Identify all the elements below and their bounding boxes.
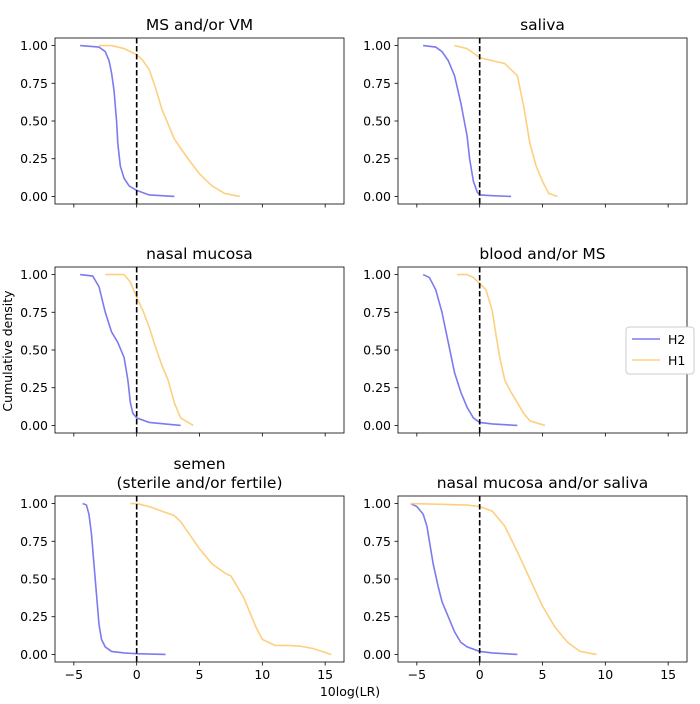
panel-1-plot-area bbox=[80, 38, 240, 204]
x-axis-label: 10log(LR) bbox=[320, 684, 380, 699]
panel-2-plot-area bbox=[423, 38, 558, 204]
y-tick-label: 0.50 bbox=[363, 343, 391, 358]
y-tick-label: 0.25 bbox=[20, 151, 48, 166]
x-tick-label: 5 bbox=[196, 667, 204, 682]
y-tick-label: 0.50 bbox=[20, 114, 48, 129]
y-tick-label: 0.75 bbox=[363, 305, 391, 320]
x-tick-label: −5 bbox=[65, 667, 83, 682]
y-tick-label: 1.00 bbox=[20, 496, 48, 511]
panel-title: saliva bbox=[520, 16, 565, 34]
panel-title: MS and/or VM bbox=[146, 16, 253, 34]
x-tick-label: 15 bbox=[660, 667, 676, 682]
series-line-h1 bbox=[98, 44, 240, 198]
panel-title: semen bbox=[173, 455, 225, 473]
panel-6: 0.00 0.25 0.50 0.75 1.00 −5 0 5 10 15 nasal mucosa… bbox=[363, 474, 688, 682]
y-tick-label: 0.75 bbox=[363, 534, 391, 549]
y-tick-label: 0.75 bbox=[20, 305, 48, 320]
x-tick-label: −5 bbox=[408, 667, 426, 682]
y-tick-label: 0.00 bbox=[20, 418, 48, 433]
y-tick-label: 0.00 bbox=[363, 647, 391, 662]
series-line-h2 bbox=[422, 273, 518, 427]
legend-label-h1: H1 bbox=[668, 353, 685, 368]
y-tick-label: 1.00 bbox=[20, 38, 48, 53]
x-tick-label: 10 bbox=[597, 667, 613, 682]
y-tick-label: 0.00 bbox=[363, 418, 391, 433]
series-line-h2 bbox=[80, 273, 181, 427]
panel-3: 0.00 0.25 0.50 0.75 1.00 nasal mucosa bbox=[20, 245, 345, 437]
x-tick-label: 10 bbox=[254, 667, 270, 682]
y-tick-label: 0.75 bbox=[20, 534, 48, 549]
panel-1: 0.00 0.25 0.50 0.75 1.00 MS and/or VM bbox=[20, 16, 345, 208]
y-tick-label: 0.25 bbox=[363, 380, 391, 395]
panel-4-plot-area bbox=[422, 267, 546, 433]
y-tick-label: 0.75 bbox=[20, 76, 48, 91]
panel-6-plot-area bbox=[410, 496, 597, 662]
panel-2: 0.00 0.25 0.50 0.75 1.00 saliva bbox=[363, 16, 688, 208]
y-tick-label: 0.50 bbox=[363, 114, 391, 129]
panel-frame bbox=[54, 266, 345, 434]
y-tick-label: 0.00 bbox=[363, 189, 391, 204]
series-line-h1 bbox=[454, 44, 558, 198]
series-line-h2 bbox=[423, 44, 512, 198]
x-tick-label: 5 bbox=[539, 667, 547, 682]
panel-title: nasal mucosa bbox=[146, 245, 253, 263]
y-tick-label: 0.25 bbox=[363, 609, 391, 624]
y-tick-label: 0.00 bbox=[20, 189, 48, 204]
panel-title: blood and/or MS bbox=[479, 245, 605, 263]
series-line-h1 bbox=[105, 273, 194, 427]
y-tick-label: 0.50 bbox=[20, 572, 48, 587]
panel-3-plot-area bbox=[80, 267, 194, 433]
series-line-h1 bbox=[130, 502, 332, 656]
y-tick-label: 0.50 bbox=[20, 343, 48, 358]
panel-title: nasal mucosa and/or saliva bbox=[437, 474, 649, 492]
panel-frame bbox=[54, 37, 345, 205]
y-tick-label: 1.00 bbox=[20, 267, 48, 282]
y-tick-label: 1.00 bbox=[363, 267, 391, 282]
panel-4: 0.00 0.25 0.50 0.75 1.00 blood and/or MS bbox=[363, 245, 688, 437]
panel-5: 0.00 0.25 0.50 0.75 1.00 −5 0 5 10 15 semen(steril… bbox=[20, 455, 345, 682]
series-line-h2 bbox=[410, 502, 518, 656]
legend-label-h2: H2 bbox=[668, 332, 685, 347]
series-line-h1 bbox=[457, 273, 546, 427]
y-tick-label: 0.25 bbox=[20, 380, 48, 395]
series-line-h2 bbox=[80, 44, 175, 198]
y-tick-label: 0.25 bbox=[20, 609, 48, 624]
panel-frame bbox=[54, 495, 345, 663]
panels-group: 0.00 0.25 0.50 0.75 1.00 MS and/or VM 0.00 0.25… bbox=[20, 16, 688, 682]
legend: H2 H1 bbox=[625, 326, 695, 375]
y-tick-label: 0.75 bbox=[363, 76, 391, 91]
y-tick-label: 1.00 bbox=[363, 38, 391, 53]
x-tick-label: 0 bbox=[476, 667, 484, 682]
series-line-h1 bbox=[410, 502, 597, 656]
x-tick-label: 15 bbox=[317, 667, 333, 682]
y-tick-label: 0.00 bbox=[20, 647, 48, 662]
panel-frame bbox=[397, 495, 688, 663]
panel-frame bbox=[397, 37, 688, 205]
series-line-h2 bbox=[82, 502, 166, 656]
x-tick-label: 0 bbox=[133, 667, 141, 682]
y-tick-label: 0.25 bbox=[363, 151, 391, 166]
y-axis-label: Cumulative density bbox=[0, 290, 15, 412]
y-tick-label: 0.50 bbox=[363, 572, 391, 587]
y-tick-label: 1.00 bbox=[363, 496, 391, 511]
panel-title: (sterile and/or fertile) bbox=[117, 474, 283, 492]
panel-5-plot-area bbox=[82, 496, 332, 662]
